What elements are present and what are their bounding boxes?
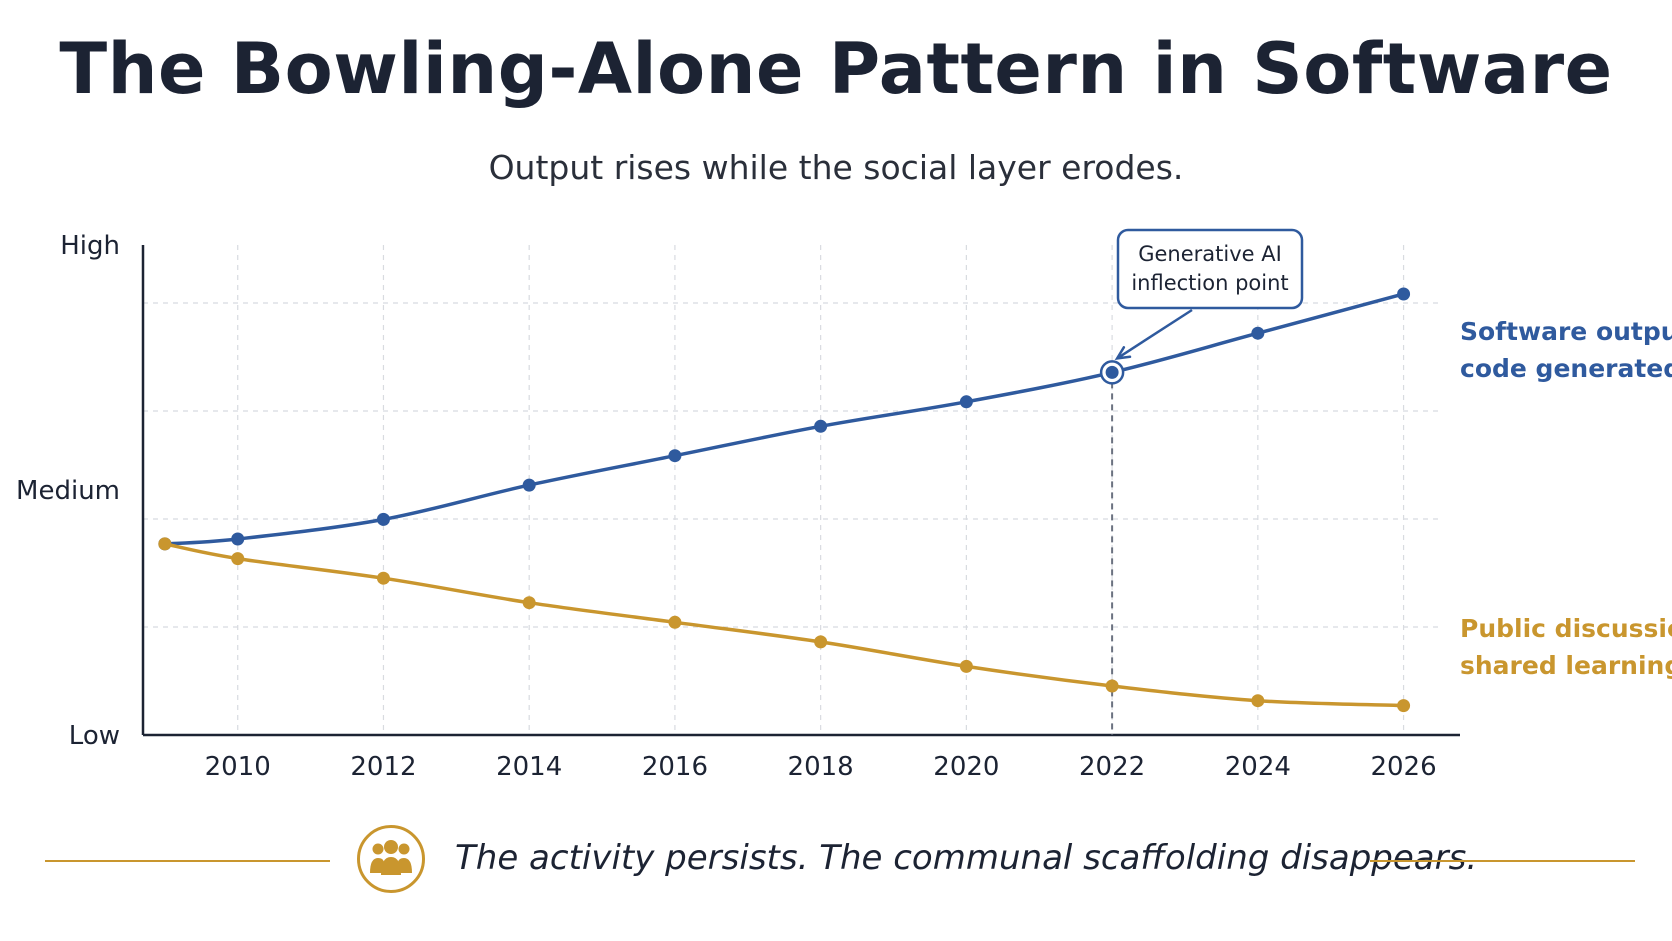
data-point — [1397, 699, 1411, 713]
series-label: shared learning — [1460, 651, 1672, 680]
x-tick-label: 2018 — [788, 752, 854, 782]
footer-divider-left — [45, 860, 330, 862]
data-point — [158, 537, 172, 551]
data-point — [522, 596, 536, 610]
data-point — [1105, 679, 1119, 693]
data-point — [668, 615, 682, 629]
x-tick-label: 2024 — [1225, 752, 1291, 782]
series-label: code generated — [1460, 354, 1672, 383]
annotation-text: Generative AI — [1138, 242, 1282, 266]
data-point — [1251, 694, 1265, 708]
x-tick-label: 2026 — [1370, 752, 1436, 782]
series-line-software-output — [163, 292, 1406, 546]
series-line-public-discussion — [163, 542, 1406, 708]
footer-divider-right — [1370, 860, 1635, 862]
data-point — [959, 395, 973, 409]
data-point — [959, 659, 973, 673]
data-point — [522, 478, 536, 492]
footer-caption: The activity persists. The communal scaf… — [455, 838, 1478, 878]
series-label: Public discussion / — [1460, 614, 1672, 643]
series-label: Software output / — [1460, 317, 1672, 346]
annotation-callout — [1116, 228, 1304, 310]
chart-title: The Bowling-Alone Pattern in Software — [59, 28, 1613, 110]
x-tick-label: 2016 — [642, 752, 708, 782]
people-group-icon — [357, 825, 425, 893]
annotation-arrowhead — [1114, 346, 1132, 360]
data-point — [814, 419, 828, 433]
x-tick-label: 2010 — [205, 752, 271, 782]
data-point — [231, 532, 245, 546]
people-group-glyph — [370, 840, 412, 875]
data-point — [376, 512, 390, 526]
data-point — [668, 449, 682, 463]
annotation-arrow — [1116, 308, 1193, 360]
data-point — [1397, 287, 1411, 301]
annotation-text: inflection point — [1131, 271, 1288, 295]
data-point — [231, 552, 245, 566]
data-point — [1251, 326, 1265, 340]
y-tick-label: Low — [69, 721, 120, 751]
chart-subtitle: Output rises while the social layer erod… — [488, 148, 1184, 187]
data-point — [814, 635, 828, 649]
y-tick-label: High — [60, 231, 120, 261]
data-point — [376, 571, 390, 585]
data-point — [1105, 365, 1119, 379]
x-tick-label: 2020 — [933, 752, 999, 782]
y-tick-label: Medium — [16, 476, 120, 506]
x-tick-label: 2022 — [1079, 752, 1145, 782]
x-tick-label: 2014 — [496, 752, 562, 782]
x-tick-label: 2012 — [350, 752, 416, 782]
